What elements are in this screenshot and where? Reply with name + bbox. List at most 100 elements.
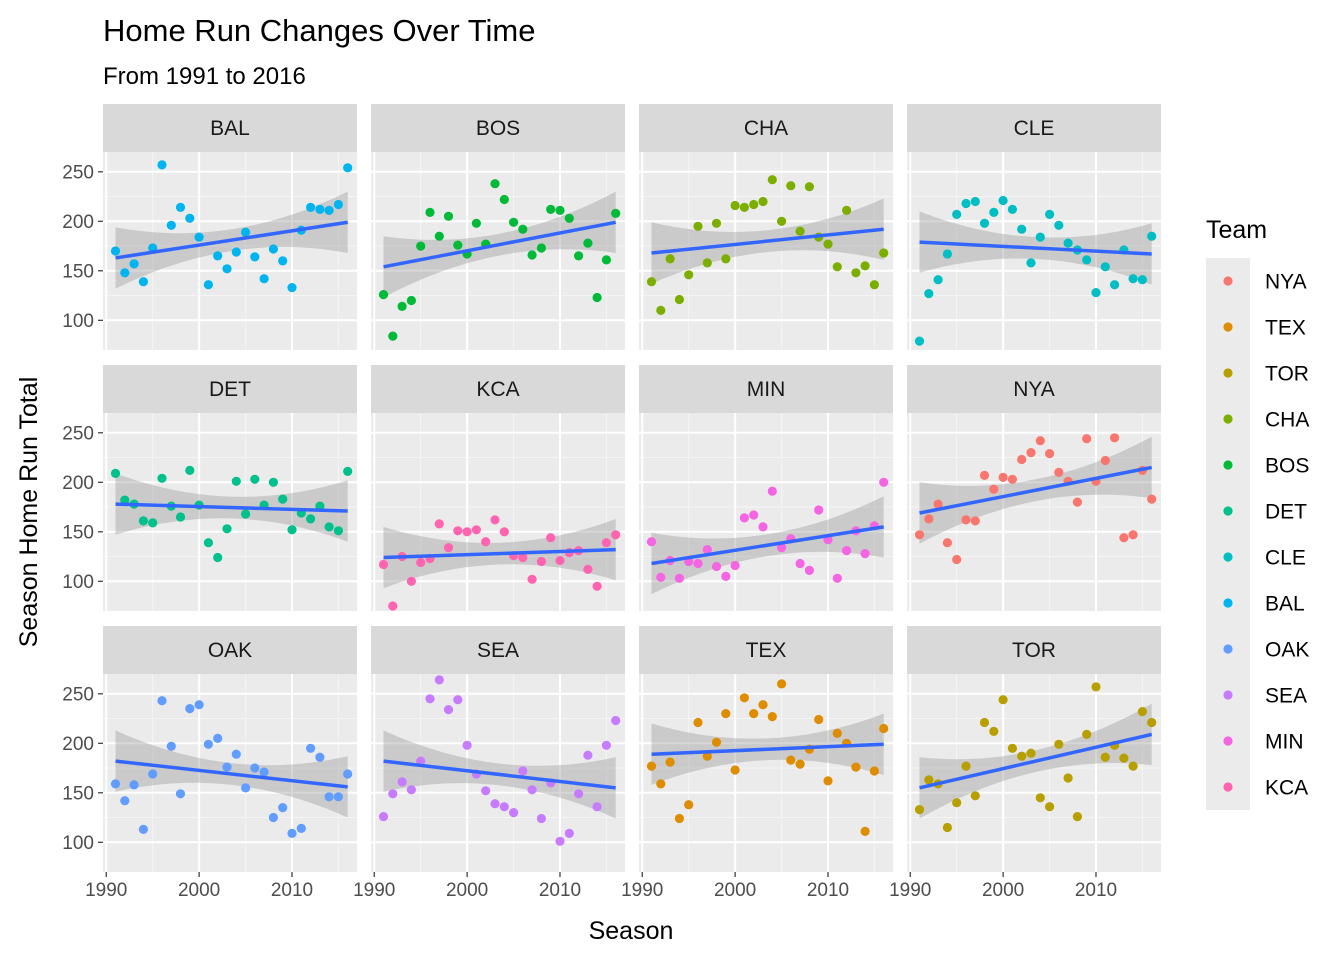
data-point	[860, 261, 870, 271]
data-point	[527, 250, 537, 260]
facet-panel-oak: OAK 100 150 200 250 1990 2000 2010	[62, 626, 357, 901]
data-point	[611, 715, 621, 726]
data-point	[175, 202, 186, 212]
data-point	[315, 752, 325, 762]
data-point	[555, 836, 565, 846]
legend-key	[1223, 368, 1233, 378]
data-point	[739, 202, 750, 212]
facet-strip	[371, 365, 625, 413]
facet-strip	[907, 365, 1161, 413]
data-point	[333, 526, 343, 536]
data-point	[583, 238, 593, 248]
legend-label: MIN	[1265, 731, 1304, 754]
data-point	[343, 466, 353, 476]
data-point	[1017, 224, 1027, 234]
y-axis-title: Season Home Run Total	[15, 377, 43, 648]
legend-key	[1223, 414, 1233, 424]
trend-line	[651, 525, 884, 566]
y-tick-label: 200	[62, 734, 94, 755]
data-point	[674, 813, 685, 824]
data-point	[343, 769, 353, 779]
data-point	[646, 537, 657, 547]
x-tick-label: 1990	[85, 880, 127, 901]
data-point	[998, 195, 1008, 206]
data-point	[814, 714, 824, 725]
legend-label: CHA	[1265, 409, 1309, 432]
y-tick-label: 100	[62, 311, 94, 332]
data-point	[1100, 262, 1110, 272]
data-point	[1137, 707, 1147, 717]
data-point	[481, 786, 491, 796]
data-point	[213, 552, 223, 563]
data-point	[518, 766, 528, 776]
data-point	[203, 538, 213, 548]
data-point	[499, 802, 509, 812]
data-point	[942, 822, 953, 833]
data-point	[157, 696, 167, 706]
data-point	[721, 571, 731, 582]
data-point	[306, 202, 316, 212]
data-point	[175, 789, 186, 799]
data-point	[231, 749, 241, 759]
facet-panel-det: DET 100 150 200 250	[62, 365, 357, 611]
data-point	[721, 254, 731, 264]
legend-label: BAL	[1265, 593, 1305, 616]
data-point	[869, 280, 880, 290]
facet-strip	[639, 365, 893, 413]
data-point	[758, 700, 768, 710]
y-tick-label: 150	[62, 522, 94, 543]
legend-label: OAK	[1265, 639, 1309, 662]
data-point	[879, 723, 889, 734]
data-point	[823, 239, 833, 249]
data-point	[120, 495, 130, 505]
data-point	[656, 779, 666, 789]
data-point	[1072, 812, 1082, 822]
data-point	[942, 538, 953, 548]
data-point	[499, 527, 509, 537]
data-point	[388, 789, 398, 799]
data-point	[777, 543, 787, 553]
data-point	[416, 241, 426, 251]
data-point	[601, 740, 612, 750]
data-point	[110, 468, 121, 478]
data-point	[306, 514, 316, 524]
x-tick-label: 2010	[271, 880, 313, 901]
data-point	[443, 705, 454, 715]
data-point	[592, 802, 602, 812]
data-point	[1119, 533, 1129, 543]
facet-strip	[639, 626, 893, 674]
data-point	[397, 301, 407, 311]
data-point	[693, 558, 703, 569]
data-point	[601, 255, 612, 265]
data-point	[268, 812, 278, 823]
data-point	[583, 564, 593, 575]
data-point	[970, 516, 980, 526]
legend-label: TEX	[1265, 317, 1306, 340]
y-tick-label: 250	[62, 423, 94, 444]
x-tick-label: 2000	[446, 880, 488, 901]
data-point	[674, 573, 685, 583]
data-point	[406, 576, 416, 586]
data-point	[970, 196, 980, 207]
data-point	[490, 799, 500, 809]
data-point	[157, 473, 167, 483]
facet-strip-label: TEX	[746, 639, 787, 662]
data-point	[138, 516, 148, 526]
facet-panel-kca: KCA	[371, 365, 625, 611]
data-point	[120, 268, 130, 278]
data-point	[185, 465, 195, 475]
facet-strip	[907, 626, 1161, 674]
data-point	[777, 679, 787, 689]
data-point	[583, 750, 593, 760]
data-point	[324, 792, 334, 802]
data-point	[767, 175, 777, 185]
data-point	[998, 695, 1008, 705]
data-point	[795, 558, 805, 569]
chart-subtitle: From 1991 to 2016	[103, 63, 306, 90]
data-point	[185, 213, 195, 223]
data-point	[1082, 434, 1092, 444]
data-point	[979, 470, 990, 480]
x-tick-label: 1990	[621, 880, 663, 901]
data-point	[970, 791, 980, 801]
data-point	[684, 270, 694, 280]
